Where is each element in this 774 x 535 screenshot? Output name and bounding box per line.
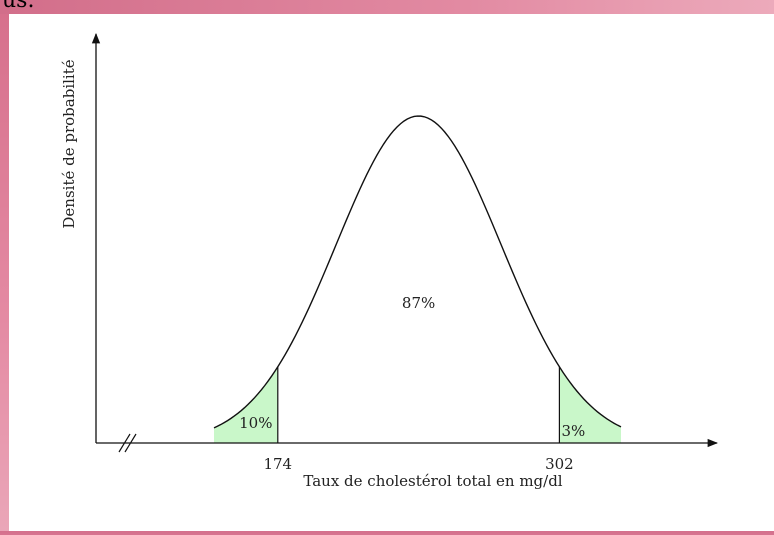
region-label-left: 10% — [239, 414, 272, 432]
chart-svg: 174 302 10% 87% 3% Taux de cholestérol t… — [60, 32, 719, 490]
x-tick-label-302: 302 — [545, 455, 574, 473]
chart-area: 174 302 10% 87% 3% Taux de cholestérol t… — [9, 14, 774, 531]
top-text-fragment: us. — [2, 0, 35, 13]
axis-break-marks — [118, 433, 137, 453]
y-axis-title: Densité de probabilité — [60, 59, 78, 228]
x-axis-title: Taux de cholestérol total en mg/dl — [303, 472, 562, 490]
left-accent-bar — [0, 0, 9, 531]
x-tick-label-174: 174 — [263, 455, 292, 473]
region-label-right: 3% — [562, 422, 586, 440]
top-accent-bar: us. — [0, 0, 774, 14]
region-label-middle: 87% — [402, 294, 435, 312]
shaded-region-right — [559, 366, 621, 443]
shaded-region-left — [214, 366, 278, 443]
density-curve — [213, 115, 622, 429]
